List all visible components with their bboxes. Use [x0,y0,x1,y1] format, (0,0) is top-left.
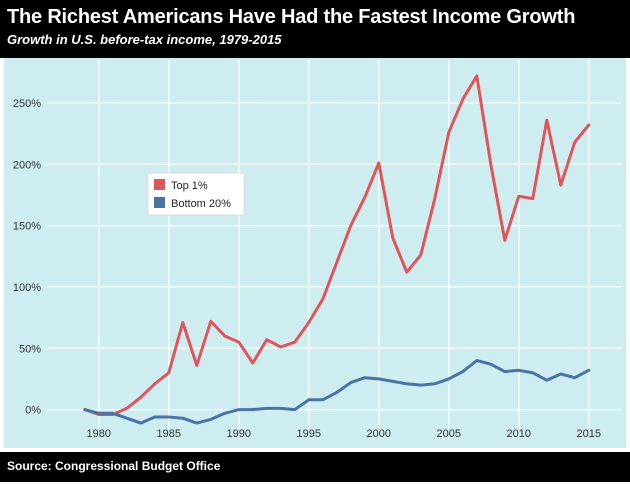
footer-bar: Source: Congressional Budget Office [0,452,630,482]
x-tick-label: 2010 [507,428,531,440]
source-note: Source: Congressional Budget Office [7,459,221,473]
x-tick-label: 1985 [157,428,181,440]
x-tick-label: 1990 [227,428,251,440]
plot-background [4,58,626,448]
x-tick-label: 2015 [577,428,601,440]
y-tick-label: 50% [19,343,41,355]
legend-label: Bottom 20% [171,198,231,210]
x-tick-label: 1995 [297,428,321,440]
x-tick-label: 2000 [367,428,391,440]
legend-swatch [154,197,165,208]
y-tick-label: 200% [13,159,41,171]
y-tick-label: 150% [13,221,41,233]
x-tick-label: 2005 [437,428,461,440]
top-1-percent-line [83,74,591,416]
legend-swatch [154,179,165,190]
y-tick-label: 100% [13,282,41,294]
x-tick-label: 1980 [87,428,111,440]
header-bar: The Richest Americans Have Had the Faste… [0,0,630,58]
bottom-20-percent-line [83,359,591,425]
y-tick-label: 0% [25,405,41,417]
chart-title: The Richest Americans Have Had the Faste… [7,6,576,28]
legend-label: Top 1% [171,180,208,192]
chart-subtitle: Growth in U.S. before-tax income, 1979-2… [7,32,282,47]
y-tick-label: 250% [13,98,41,110]
